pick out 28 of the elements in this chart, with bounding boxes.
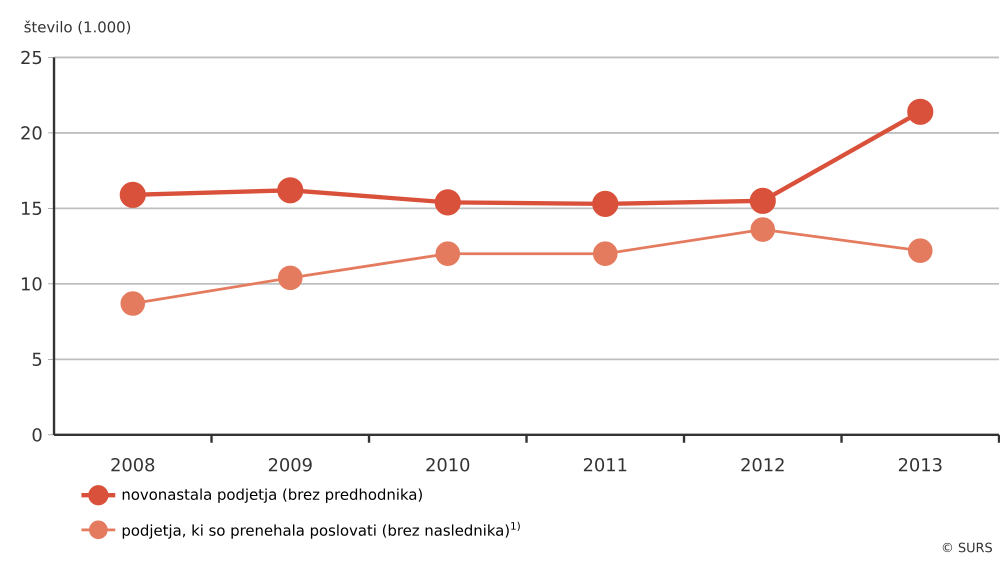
y-tick-label: 10 <box>22 277 42 291</box>
point <box>120 182 146 208</box>
y-tick-label: 0 <box>32 428 42 442</box>
x-tick-label: 2012 <box>741 458 784 472</box>
x-tick-label: 2011 <box>584 458 626 472</box>
y-tick-label: 25 <box>21 50 42 64</box>
x-tick-label: 2010 <box>426 458 470 472</box>
y-tick-label: 15 <box>22 202 42 216</box>
point <box>278 266 303 290</box>
point <box>277 177 304 204</box>
point <box>592 190 618 218</box>
point <box>592 242 618 266</box>
point <box>120 291 146 316</box>
point <box>435 242 460 266</box>
x-tick-label: 2008 <box>111 458 154 472</box>
y-tick-label: 5 <box>32 352 42 366</box>
legend-label: podjetja, ki so prenehala poslovati (brez naslednika)$^{1)}$ <box>122 522 520 539</box>
point <box>434 189 461 216</box>
x-tick-label: 2009 <box>268 458 312 472</box>
point <box>750 217 776 242</box>
point <box>907 98 934 126</box>
point <box>750 188 776 214</box>
text: © SURS <box>942 542 992 553</box>
x-tick-label: 2013 <box>898 458 942 472</box>
point <box>908 238 933 264</box>
y-axis-title: število (1.000) <box>24 20 130 34</box>
y-tick-label: 20 <box>21 126 42 140</box>
legend-label: novonastala podjetja (brez predhodnika) <box>122 488 422 503</box>
